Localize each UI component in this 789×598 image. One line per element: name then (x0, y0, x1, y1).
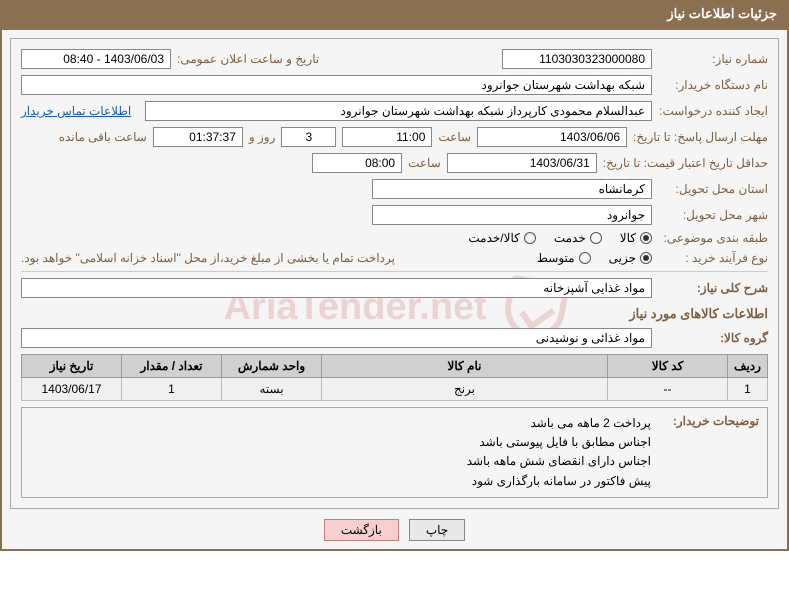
row-validity: حداقل تاریخ اعتبار قیمت: تا تاریخ: 1403/… (21, 153, 768, 173)
page-header: جزئیات اطلاعات نیاز (0, 0, 789, 28)
radio-partial[interactable]: جزیی (609, 251, 652, 265)
th-name: نام کالا (322, 355, 608, 378)
group-field: مواد غذائی و نوشیدنی (21, 328, 652, 348)
radio-dot-icon (524, 232, 536, 244)
label-desc: توضیحات خریدار: (659, 414, 759, 428)
th-unit: واحد شمارش (222, 355, 322, 378)
deadline-date-field: 1403/06/06 (477, 127, 627, 147)
radio-partial-label: جزیی (609, 251, 636, 265)
desc-lines: پرداخت 2 ماهه می باشد اجناس مطابق با فای… (467, 414, 651, 491)
row-buyer-org: نام دستگاه خریدار: شبکه بهداشت شهرستان ج… (21, 75, 768, 95)
goods-section-title: اطلاعات کالاهای مورد نیاز (21, 306, 768, 322)
radio-both[interactable]: کالا/خدمت (468, 231, 535, 245)
radio-dot-icon (590, 232, 602, 244)
print-button[interactable]: چاپ (409, 519, 465, 541)
requester-field: عبدالسلام محمودی کارپرداز شبکه بهداشت شه… (145, 101, 652, 121)
radio-both-label: کالا/خدمت (468, 231, 519, 245)
row-deadline: مهلت ارسال پاسخ: تا تاریخ: 1403/06/06 سا… (21, 127, 768, 147)
radio-goods-label: کالا (620, 231, 636, 245)
label-validity: حداقل تاریخ اعتبار قیمت: تا تاریخ: (603, 156, 768, 170)
cell-qty: 1 (122, 378, 222, 401)
th-code: کد کالا (608, 355, 728, 378)
radio-dot-icon (640, 232, 652, 244)
th-qty: تعداد / مقدار (122, 355, 222, 378)
label-deadline: مهلت ارسال پاسخ: تا تاریخ: (633, 130, 768, 144)
th-date: تاریخ نیاز (22, 355, 122, 378)
validity-time-field: 08:00 (312, 153, 402, 173)
days-field: 3 (281, 127, 336, 147)
desc-line: پیش فاکتور در سامانه بارگذاری شود (467, 472, 651, 491)
page-title: جزئیات اطلاعات نیاز (667, 6, 777, 21)
announce-field: 1403/06/03 - 08:40 (21, 49, 171, 69)
row-province: استان محل تحویل: کرمانشاه (21, 179, 768, 199)
row-requester: ایجاد کننده درخواست: عبدالسلام محمودی کا… (21, 101, 768, 121)
label-city: شهر محل تحویل: (658, 208, 768, 222)
cell-name: برنج (322, 378, 608, 401)
province-field: کرمانشاه (372, 179, 652, 199)
row-group: گروه کالا: مواد غذائی و نوشیدنی (21, 328, 768, 348)
validity-date-field: 1403/06/31 (447, 153, 597, 173)
radio-dot-icon (579, 252, 591, 264)
th-row: ردیف (728, 355, 768, 378)
row-category: طبقه بندی موضوعی: کالا خدمت کالا/خدمت (21, 231, 768, 245)
buyer-desc-box: توضیحات خریدار: پرداخت 2 ماهه می باشد اج… (21, 407, 768, 498)
table-header-row: ردیف کد کالا نام کالا واحد شمارش تعداد /… (22, 355, 768, 378)
radio-goods[interactable]: کالا (620, 231, 652, 245)
cell-code: -- (608, 378, 728, 401)
label-group: گروه کالا: (658, 331, 768, 345)
label-time2: ساعت (408, 156, 441, 170)
desc-line: اجناس مطابق با فایل پیوستی باشد (467, 433, 651, 452)
contact-link[interactable]: اطلاعات تماس خریدار (21, 104, 131, 118)
buyer-org-field: شبکه بهداشت شهرستان جوانرود (21, 75, 652, 95)
category-radio-group: کالا خدمت کالا/خدمت (468, 231, 652, 245)
label-requester: ایجاد کننده درخواست: (658, 104, 768, 118)
outer-frame: AriaTender.net شماره نیاز: 1103030323000… (0, 28, 789, 551)
label-announce: تاریخ و ساعت اعلان عمومی: (177, 52, 319, 66)
deadline-time-field: 11:00 (342, 127, 432, 147)
form-frame: AriaTender.net شماره نیاز: 1103030323000… (10, 38, 779, 509)
label-days: روز و (249, 130, 276, 144)
label-need-no: شماره نیاز: (658, 52, 768, 66)
desc-line: اجناس دارای انقضای شش ماهه باشد (467, 452, 651, 471)
button-row: چاپ بازگشت (10, 519, 779, 541)
label-province: استان محل تحویل: (658, 182, 768, 196)
countdown-field: 01:37:37 (153, 127, 243, 147)
process-radio-group: جزیی متوسط (537, 251, 652, 265)
radio-medium-label: متوسط (537, 251, 575, 265)
radio-service-label: خدمت (554, 231, 586, 245)
label-buyer-org: نام دستگاه خریدار: (658, 78, 768, 92)
row-city: شهر محل تحویل: جوانرود (21, 205, 768, 225)
label-summary: شرح کلی نیاز: (658, 281, 768, 295)
back-button[interactable]: بازگشت (324, 519, 399, 541)
city-field: جوانرود (372, 205, 652, 225)
summary-field: مواد غذایی آشپزخانه (21, 278, 652, 298)
radio-medium[interactable]: متوسط (537, 251, 591, 265)
table-row: 1 -- برنج بسته 1 1403/06/17 (22, 378, 768, 401)
radio-service[interactable]: خدمت (554, 231, 602, 245)
label-time1: ساعت (438, 130, 471, 144)
label-remain: ساعت باقی مانده (59, 130, 147, 144)
row-summary: شرح کلی نیاز: مواد غذایی آشپزخانه (21, 278, 768, 298)
radio-dot-icon (640, 252, 652, 264)
cell-unit: بسته (222, 378, 322, 401)
cell-n: 1 (728, 378, 768, 401)
label-process: نوع فرآیند خرید : (658, 251, 768, 265)
payment-note: پرداخت تمام یا بخشی از مبلغ خرید،از محل … (21, 251, 395, 265)
label-category: طبقه بندی موضوعی: (658, 231, 768, 245)
need-no-field: 1103030323000080 (502, 49, 652, 69)
goods-table: ردیف کد کالا نام کالا واحد شمارش تعداد /… (21, 354, 768, 401)
row-need-no: شماره نیاز: 1103030323000080 تاریخ و ساع… (21, 49, 768, 69)
row-process: نوع فرآیند خرید : جزیی متوسط پرداخت تمام… (21, 251, 768, 265)
desc-line: پرداخت 2 ماهه می باشد (467, 414, 651, 433)
cell-date: 1403/06/17 (22, 378, 122, 401)
